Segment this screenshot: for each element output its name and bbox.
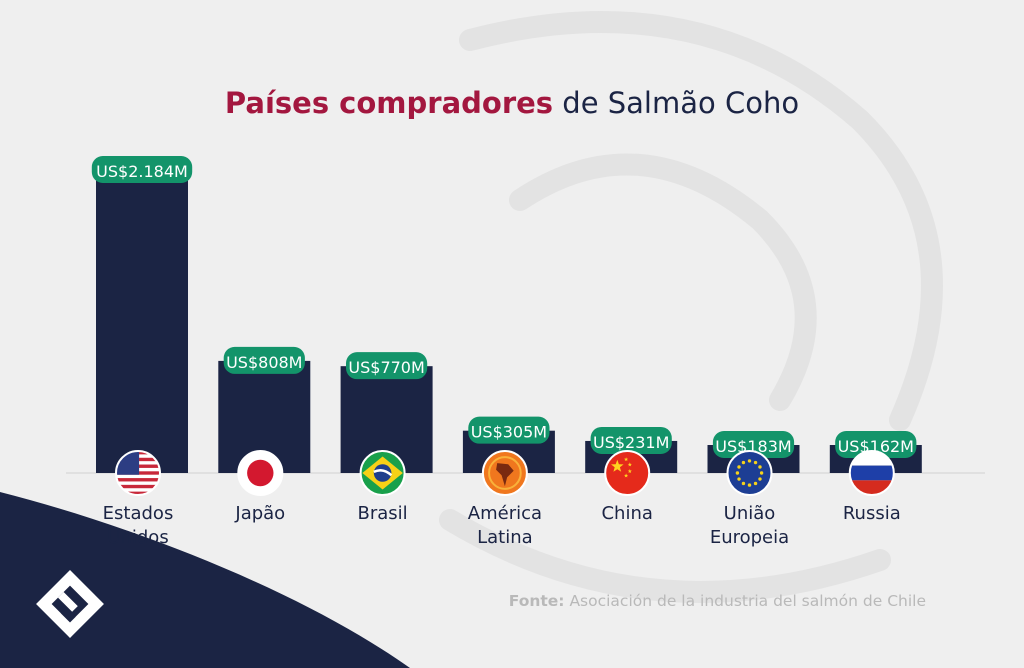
flag-ring-5 (726, 450, 773, 496)
data-label-bg-2 (346, 352, 428, 380)
chart-title: Países compradores de Salmão Coho (0, 86, 1024, 120)
data-label-0: US$2.184M (96, 162, 188, 181)
category-label-6: Russia (843, 503, 901, 524)
category-label-4: China (601, 503, 652, 524)
data-label-bg-4 (590, 426, 672, 454)
eu-flag-icon (727, 451, 772, 495)
title-rest: de Salmão Coho (562, 86, 800, 120)
data-label-3: US$305M (471, 423, 547, 442)
category-label-5: União Europeia (710, 503, 789, 548)
data-label-4: US$231M (593, 433, 669, 452)
flag-ring-3 (481, 450, 528, 496)
flag-ring-2 (359, 450, 406, 496)
china-flag-icon (605, 451, 650, 495)
data-label-bg-0 (91, 156, 193, 183)
flag-ring-0 (115, 450, 161, 496)
source-text: Asociación de la industria del salmón de… (569, 592, 926, 610)
data-label-bg-3 (468, 416, 550, 444)
data-label-5: US$183M (715, 437, 791, 456)
category-label-0: Estados Unidos (103, 503, 174, 548)
title-highlight: Países compradores (224, 86, 554, 120)
flag-ring-1 (237, 450, 284, 496)
data-label-6: US$162M (838, 437, 914, 456)
bar-0 (96, 170, 188, 473)
corner-wave-shape (0, 492, 410, 668)
japan-flag-icon (238, 451, 283, 495)
data-label-2: US$770M (348, 358, 424, 377)
flag-ring-4 (604, 450, 651, 496)
brazil-flag-icon (360, 451, 405, 495)
category-label-3: América Latina (468, 503, 542, 548)
data-label-bg-5 (712, 431, 795, 458)
latin-america-icon (482, 451, 527, 495)
source-note: Fonte: Asociación de la industria del sa… (509, 592, 926, 610)
data-label-bg-6 (835, 431, 917, 458)
category-label-2: Brasil (358, 503, 408, 524)
source-label: Fonte: (508, 592, 565, 610)
category-label-1: Japão (234, 503, 285, 524)
flag-ring-6 (848, 450, 895, 496)
data-label-bg-1 (223, 346, 305, 374)
data-label-1: US$808M (226, 353, 302, 372)
